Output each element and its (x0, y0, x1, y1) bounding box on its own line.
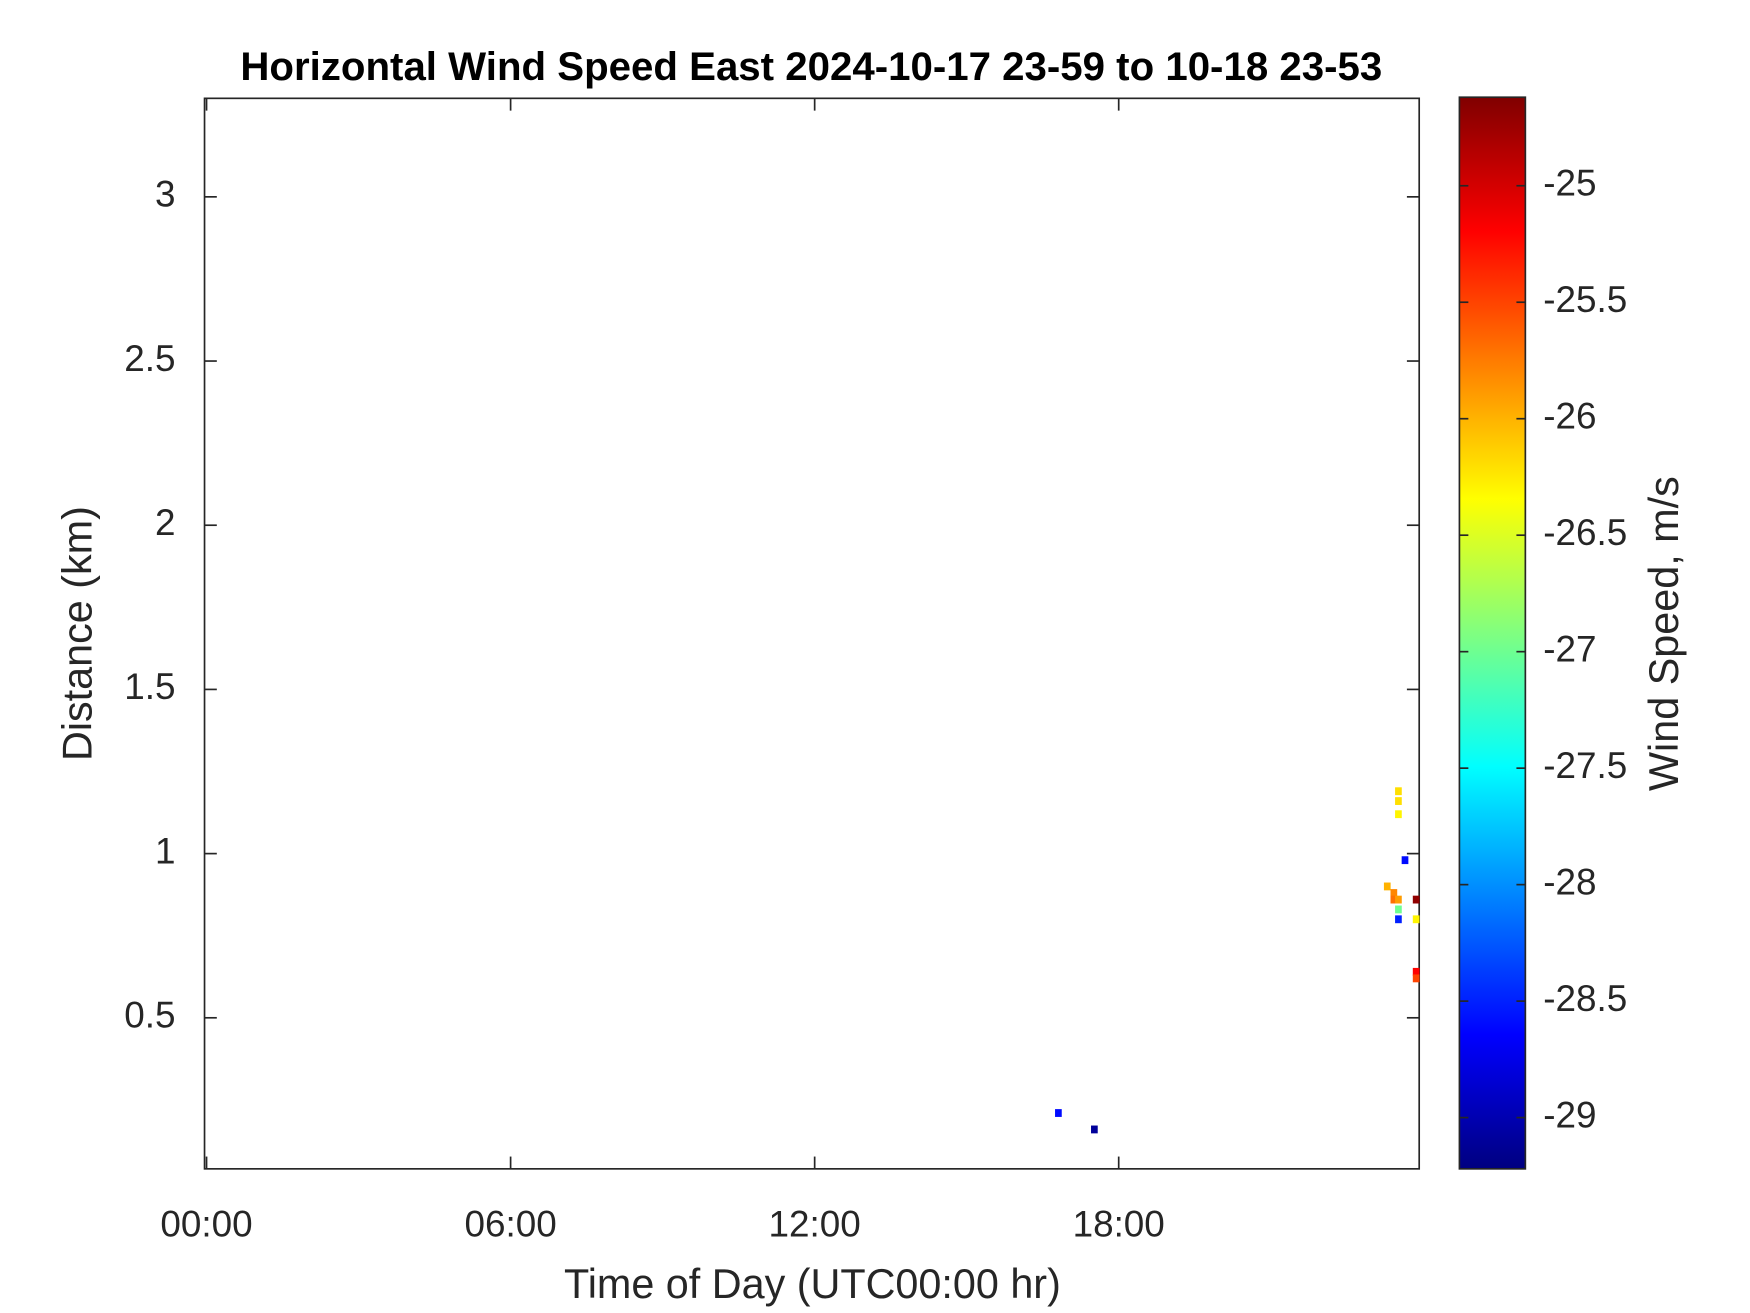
heat-cell (1412, 915, 1420, 924)
heat-cell (1412, 967, 1420, 976)
x-axis-label: Time of Day (UTC00:00 hr) (564, 1261, 1061, 1307)
heat-cell (1395, 905, 1402, 914)
heat-cell (1401, 856, 1409, 865)
y-tick-label: 0.5 (124, 995, 175, 1036)
y-tick-label: 1.5 (124, 666, 175, 707)
y-tick-label: 2 (155, 502, 176, 543)
y-tick-label: 1 (155, 830, 176, 871)
heat-cell (1412, 974, 1420, 983)
colorbar-tick-label: -26.5 (1543, 512, 1627, 553)
heat-cell (1395, 810, 1402, 819)
heat-cell (1395, 895, 1402, 904)
colorbar-label: Wind Speed, m/s (1641, 476, 1687, 791)
y-axis-label: Distance (km) (54, 506, 100, 761)
colorbar-tick-label: -26 (1543, 395, 1596, 436)
x-tick-label: 18:00 (1073, 1204, 1165, 1245)
x-tick-label: 00:00 (160, 1204, 252, 1245)
y-tick-label: 2.5 (124, 338, 175, 379)
heat-cell (1390, 895, 1398, 904)
colorbar-tick-label: -25.5 (1543, 279, 1627, 320)
y-tick-label: 3 (155, 174, 176, 215)
x-tick-label: 12:00 (769, 1204, 861, 1245)
heat-cell (1395, 787, 1402, 796)
colorbar (1458, 96, 1527, 1170)
plot-frame (203, 97, 1421, 1170)
colorbar-tick-label: -27.5 (1543, 745, 1627, 786)
colorbar-tick-label: -28 (1543, 861, 1596, 902)
colorbar-tick-label: -25 (1543, 162, 1596, 203)
colorbar-tick-label: -27 (1543, 628, 1596, 669)
heat-cell (1395, 915, 1402, 924)
heat-cell (1091, 1125, 1098, 1134)
heat-cell (1412, 895, 1420, 904)
heat-cell (1395, 797, 1402, 805)
chart-title: Horizontal Wind Speed East 2024-10-17 23… (240, 44, 1382, 89)
heat-cell (1383, 882, 1391, 891)
colorbar-tick-label: -29 (1543, 1094, 1596, 1135)
colorbar-tick-label: -28.5 (1543, 978, 1627, 1019)
heat-cell (1390, 889, 1398, 897)
x-tick-label: 06:00 (464, 1204, 556, 1245)
heat-cell (1055, 1109, 1062, 1117)
